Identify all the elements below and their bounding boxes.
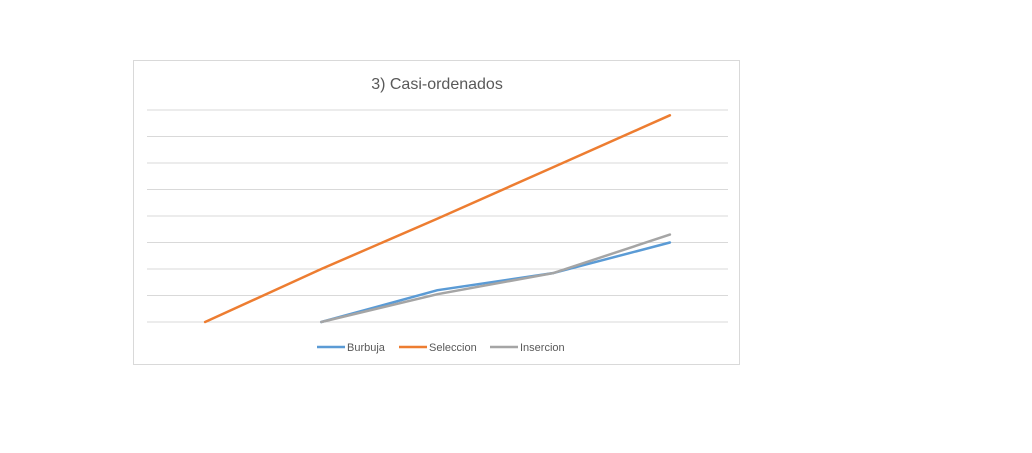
- legend: Burbuja Seleccion Insercion: [317, 342, 565, 354]
- legend-item-seleccion: Seleccion: [399, 342, 477, 354]
- chart-title: 3) Casi-ordenados: [371, 76, 503, 93]
- series-lines: [203, 114, 672, 324]
- series-line-burbuja: [320, 241, 672, 324]
- legend-item-burbuja: Burbuja: [317, 342, 386, 354]
- legend-label: Seleccion: [429, 342, 477, 354]
- gridlines: [147, 109, 728, 323]
- legend-item-insercion: Insercion: [490, 342, 565, 354]
- series-line-seleccion: [203, 114, 672, 324]
- chart-area: 3) Casi-ordenados Burbuja Seleccion Inserc…: [133, 60, 740, 365]
- legend-label: Burbuja: [347, 342, 386, 354]
- line-chart: 3) Casi-ordenados Burbuja Seleccion Inserc…: [147, 76, 728, 354]
- legend-label: Insercion: [520, 342, 565, 354]
- series-line-insercion: [320, 233, 672, 324]
